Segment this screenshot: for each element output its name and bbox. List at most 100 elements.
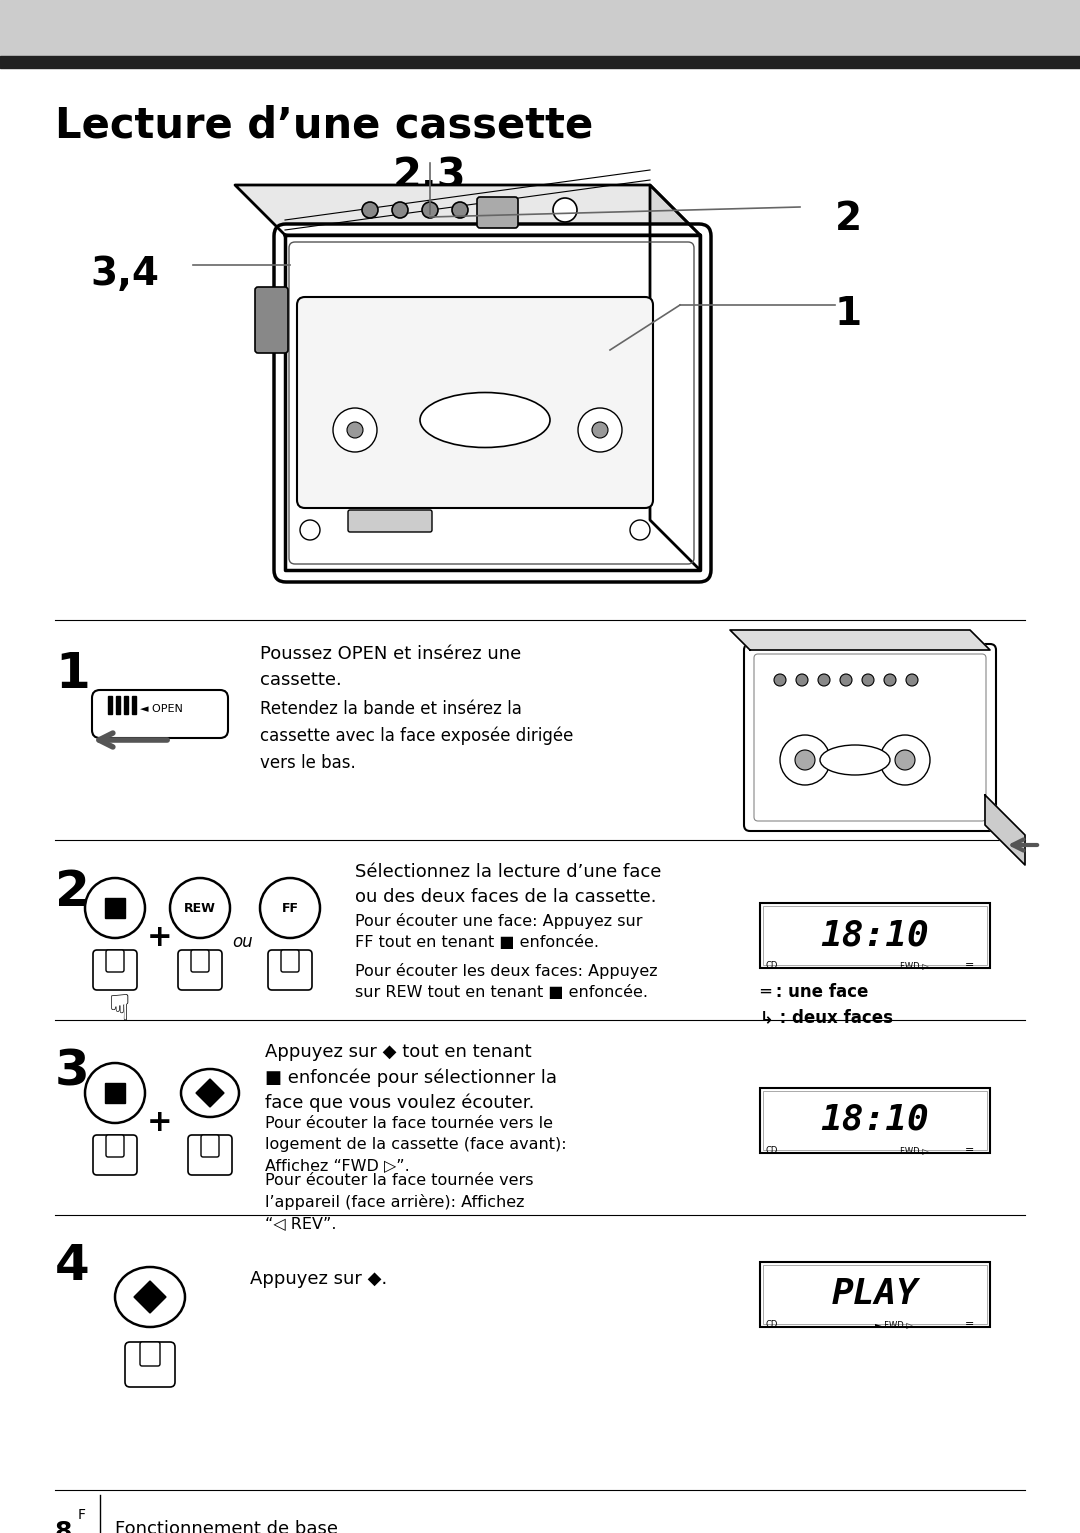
Text: Fonctionnement de base: Fonctionnement de base bbox=[114, 1521, 338, 1533]
Circle shape bbox=[578, 408, 622, 452]
Text: Appuyez sur ◆.: Appuyez sur ◆. bbox=[249, 1269, 388, 1288]
Text: Appuyez sur ◆ tout en tenant
■ enfoncée pour sélectionner la
face que vous voule: Appuyez sur ◆ tout en tenant ■ enfoncée … bbox=[265, 1042, 557, 1113]
FancyBboxPatch shape bbox=[268, 950, 312, 990]
Circle shape bbox=[796, 675, 808, 685]
Circle shape bbox=[392, 202, 408, 218]
Text: Sélectionnez la lecture d’une face
ou des deux faces de la cassette.: Sélectionnez la lecture d’une face ou de… bbox=[355, 863, 661, 906]
FancyBboxPatch shape bbox=[188, 1134, 232, 1174]
Bar bbox=[132, 696, 136, 714]
Text: PLAY: PLAY bbox=[832, 1277, 918, 1311]
Text: ≡: ≡ bbox=[966, 1320, 974, 1331]
Text: 2: 2 bbox=[835, 199, 862, 238]
FancyBboxPatch shape bbox=[178, 950, 222, 990]
Circle shape bbox=[260, 878, 320, 938]
Text: Pour écouter la face tournée vers
l’appareil (face arrière): Affichez
“◁ REV”.: Pour écouter la face tournée vers l’appa… bbox=[265, 1173, 534, 1231]
FancyBboxPatch shape bbox=[93, 950, 137, 990]
Ellipse shape bbox=[181, 1069, 239, 1118]
FancyBboxPatch shape bbox=[744, 644, 996, 831]
Polygon shape bbox=[650, 185, 700, 570]
FancyBboxPatch shape bbox=[125, 1341, 175, 1387]
Text: FWD ▷: FWD ▷ bbox=[900, 1147, 929, 1154]
Text: 4: 4 bbox=[55, 1242, 90, 1289]
FancyBboxPatch shape bbox=[106, 1134, 124, 1157]
Bar bbox=[105, 898, 125, 918]
Text: 1: 1 bbox=[55, 650, 90, 698]
Circle shape bbox=[300, 520, 320, 540]
FancyBboxPatch shape bbox=[477, 198, 518, 228]
Text: 3: 3 bbox=[55, 1049, 90, 1096]
Circle shape bbox=[906, 675, 918, 685]
Text: Retendez la bande et insérez la
cassette avec la face exposée dirigée
vers le ba: Retendez la bande et insérez la cassette… bbox=[260, 701, 573, 771]
FancyBboxPatch shape bbox=[93, 1134, 137, 1174]
Circle shape bbox=[774, 675, 786, 685]
Circle shape bbox=[840, 675, 852, 685]
Text: ≡: ≡ bbox=[966, 1147, 974, 1156]
Polygon shape bbox=[195, 1079, 224, 1107]
Circle shape bbox=[885, 675, 896, 685]
Text: Pour écouter la face tournée vers le
logement de la cassette (face avant):
Affic: Pour écouter la face tournée vers le log… bbox=[265, 1116, 567, 1173]
Text: FWD ▷: FWD ▷ bbox=[900, 961, 929, 970]
Circle shape bbox=[85, 1062, 145, 1124]
Ellipse shape bbox=[420, 392, 550, 448]
Circle shape bbox=[895, 750, 915, 770]
Text: 2: 2 bbox=[55, 868, 90, 917]
Text: 1: 1 bbox=[835, 294, 862, 333]
Text: Lecture d’une cassette: Lecture d’une cassette bbox=[55, 104, 593, 147]
FancyBboxPatch shape bbox=[297, 297, 653, 507]
Text: 18:10: 18:10 bbox=[821, 1104, 930, 1137]
Bar bbox=[0, 0, 1080, 58]
Circle shape bbox=[422, 202, 438, 218]
Text: F: F bbox=[78, 1508, 86, 1522]
Text: ou: ou bbox=[232, 934, 254, 950]
Circle shape bbox=[347, 422, 363, 438]
Bar bbox=[760, 1262, 990, 1328]
Bar bbox=[760, 903, 990, 967]
Circle shape bbox=[553, 198, 577, 222]
Circle shape bbox=[780, 734, 831, 785]
Text: FF: FF bbox=[282, 901, 298, 915]
Polygon shape bbox=[730, 630, 990, 650]
Circle shape bbox=[862, 675, 874, 685]
Circle shape bbox=[592, 422, 608, 438]
FancyBboxPatch shape bbox=[191, 950, 210, 972]
Polygon shape bbox=[985, 796, 1025, 865]
Circle shape bbox=[880, 734, 930, 785]
FancyBboxPatch shape bbox=[92, 690, 228, 737]
Text: ═ : une face: ═ : une face bbox=[760, 983, 868, 1001]
Text: REW: REW bbox=[184, 901, 216, 915]
Bar bbox=[760, 1088, 990, 1153]
Text: CD: CD bbox=[765, 1320, 778, 1329]
Bar bbox=[108, 696, 112, 714]
Text: ◄ OPEN: ◄ OPEN bbox=[140, 704, 183, 714]
Text: CD: CD bbox=[765, 1147, 778, 1154]
FancyBboxPatch shape bbox=[255, 287, 288, 353]
FancyBboxPatch shape bbox=[140, 1341, 160, 1366]
Circle shape bbox=[333, 408, 377, 452]
FancyBboxPatch shape bbox=[274, 224, 711, 583]
Bar bbox=[762, 1265, 987, 1325]
Circle shape bbox=[362, 202, 378, 218]
Text: ☞: ☞ bbox=[98, 993, 132, 1026]
FancyBboxPatch shape bbox=[106, 950, 124, 972]
Text: ► FWD ▷: ► FWD ▷ bbox=[875, 1320, 913, 1329]
Circle shape bbox=[818, 675, 831, 685]
Text: 3,4: 3,4 bbox=[90, 254, 159, 293]
Text: Pour écouter les deux faces: Appuyez
sur REW tout en tenant ■ enfoncée.: Pour écouter les deux faces: Appuyez sur… bbox=[355, 963, 658, 1000]
Circle shape bbox=[795, 750, 815, 770]
Circle shape bbox=[630, 520, 650, 540]
Text: CD: CD bbox=[765, 961, 778, 970]
FancyBboxPatch shape bbox=[281, 950, 299, 972]
Text: 2,3: 2,3 bbox=[393, 155, 467, 198]
Polygon shape bbox=[134, 1282, 166, 1312]
Text: ↳ : deux faces: ↳ : deux faces bbox=[760, 1009, 893, 1026]
Bar bbox=[105, 1082, 125, 1104]
Bar bbox=[762, 1091, 987, 1150]
Polygon shape bbox=[285, 235, 700, 570]
Circle shape bbox=[453, 202, 468, 218]
Bar bbox=[124, 696, 129, 714]
Text: 18:10: 18:10 bbox=[821, 918, 930, 952]
Text: +: + bbox=[147, 1108, 173, 1137]
Bar bbox=[116, 696, 120, 714]
Text: Pour écouter une face: Appuyez sur
FF tout en tenant ■ enfoncée.: Pour écouter une face: Appuyez sur FF to… bbox=[355, 914, 643, 950]
Bar bbox=[0, 57, 1080, 67]
